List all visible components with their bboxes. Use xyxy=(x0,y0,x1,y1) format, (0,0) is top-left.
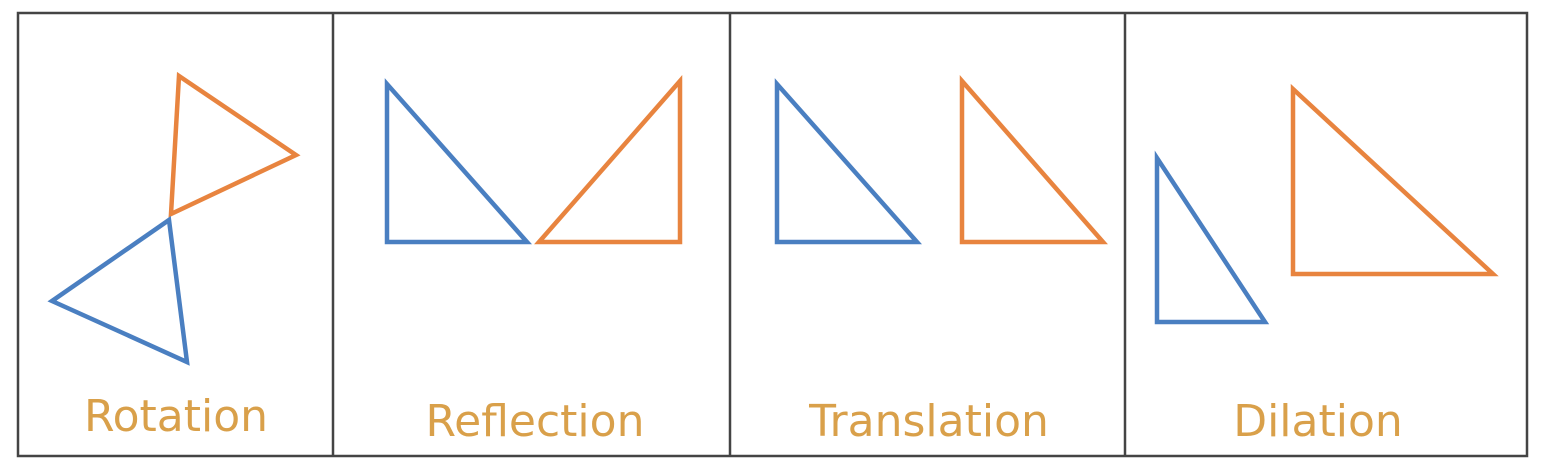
dilation-image-triangle xyxy=(1290,83,1499,277)
panel-rotation: Rotation xyxy=(47,71,301,442)
reflection-original-triangle xyxy=(384,78,532,245)
panel-dilation: Dilation xyxy=(1154,83,1499,447)
dilation-label: Dilation xyxy=(1233,396,1403,447)
outer-frame xyxy=(16,11,1529,458)
translation-image-triangle xyxy=(959,75,1108,245)
dilation-original-triangle xyxy=(1154,150,1270,325)
reflection-image-triangle xyxy=(534,75,683,245)
translation-original-triangle xyxy=(774,78,922,245)
reflection-label: Reflection xyxy=(426,396,645,447)
panel-translation: Translation xyxy=(774,75,1108,447)
translation-label: Translation xyxy=(808,396,1049,447)
rotation-original-triangle xyxy=(47,216,190,366)
rotation-image-triangle xyxy=(168,71,301,218)
panel-reflection: Reflection xyxy=(384,75,683,447)
rotation-label: Rotation xyxy=(84,391,268,442)
